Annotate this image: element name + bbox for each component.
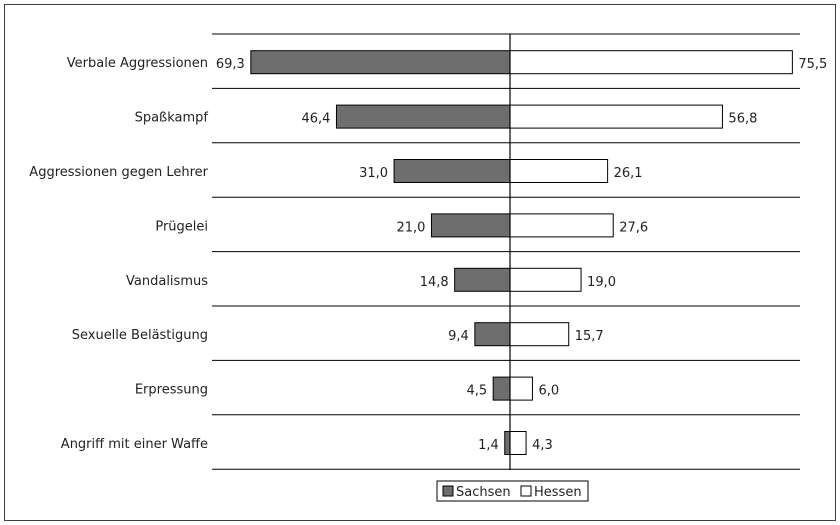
bar-sachsen — [474, 322, 511, 347]
bar-hessen — [509, 431, 527, 455]
category-label: Spaßkampf — [135, 111, 209, 126]
bar-hessen — [509, 322, 570, 347]
value-label-sachsen: 46,4 — [302, 112, 331, 127]
legend-swatch-hessen — [520, 485, 532, 497]
bar-sachsen — [250, 50, 511, 75]
bar-hessen — [509, 159, 609, 183]
bar-hessen — [509, 50, 793, 75]
bar-hessen — [509, 376, 533, 401]
category-label: Vandalismus — [126, 274, 208, 289]
bar-hessen — [509, 104, 723, 129]
chart-frame — [4, 4, 836, 521]
bars — [250, 50, 793, 455]
category-label: Verbale Aggressionen — [67, 56, 208, 71]
bar-sachsen — [393, 159, 511, 183]
value-label-sachsen: 1,4 — [478, 438, 499, 453]
value-label-hessen: 27,6 — [619, 220, 648, 235]
value-label-hessen: 56,8 — [728, 112, 757, 127]
legend-label-hessen: Hessen — [534, 485, 582, 500]
bar-hessen — [509, 267, 582, 292]
legend-label-sachsen: Sachsen — [456, 485, 511, 500]
category-label: Angriff mit einer Waffe — [61, 437, 208, 452]
bar-sachsen — [335, 104, 511, 129]
value-label-hessen: 75,5 — [798, 57, 827, 72]
category-label: Erpressung — [135, 383, 208, 398]
value-label-hessen: 4,3 — [532, 438, 553, 453]
legend: Sachsen Hessen — [436, 480, 589, 502]
bar-hessen — [509, 213, 614, 238]
value-label-sachsen: 9,4 — [448, 329, 469, 344]
bar-sachsen — [504, 431, 511, 455]
category-label: Sexuelle Belästigung — [72, 328, 208, 343]
bar-sachsen — [454, 267, 511, 292]
value-label-hessen: 19,0 — [587, 275, 616, 290]
category-label: Aggressionen gegen Lehrer — [29, 165, 208, 180]
value-label-sachsen: 69,3 — [216, 57, 245, 72]
bar-sachsen — [492, 376, 511, 401]
legend-swatch-sachsen — [442, 485, 454, 497]
value-label-sachsen: 4,5 — [466, 384, 487, 399]
bar-sachsen — [430, 213, 511, 238]
value-label-hessen: 6,0 — [538, 384, 559, 399]
category-label: Prügelei — [155, 219, 208, 234]
labels: Verbale Aggressionen 69,3 75,5 Spaßkampf 46,… — [29, 56, 827, 453]
gridlines — [212, 33, 800, 470]
value-label-sachsen: 31,0 — [359, 166, 388, 181]
value-label-hessen: 15,7 — [575, 329, 604, 344]
value-label-hessen: 26,1 — [614, 166, 643, 181]
value-label-sachsen: 21,0 — [397, 220, 426, 235]
legend-frame — [436, 480, 589, 502]
value-label-sachsen: 14,8 — [420, 275, 449, 290]
